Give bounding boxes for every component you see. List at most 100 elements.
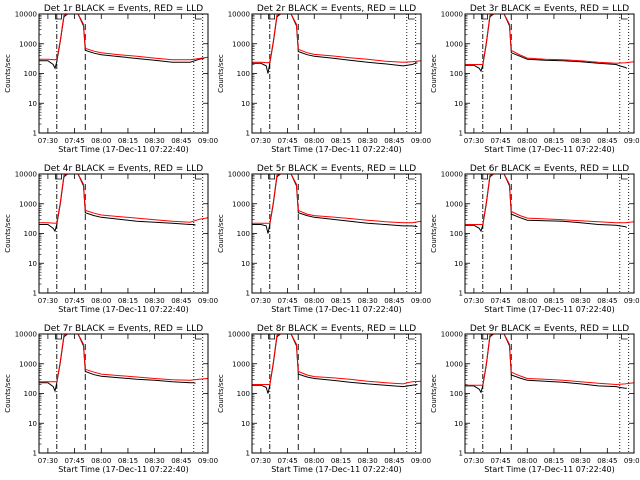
y-tick-label: 1000 bbox=[232, 40, 250, 48]
y-tick-label: 10 bbox=[28, 260, 37, 268]
x-axis-label: Start Time (17-Dec-11 07:22:40) bbox=[271, 145, 402, 154]
x-tick-label: 07:45 bbox=[64, 457, 84, 465]
y-tick-label: 1000 bbox=[19, 40, 37, 48]
x-axis-label: Start Time (17-Dec-11 07:22:40) bbox=[484, 145, 615, 154]
x-tick-label: 07:45 bbox=[490, 137, 510, 145]
state-marker bbox=[481, 14, 488, 20]
panel-title: Det 3r BLACK = Events, RED = LLD bbox=[470, 4, 629, 14]
state-marker bbox=[621, 174, 628, 180]
y-axis-label: Counts/sec bbox=[217, 54, 225, 93]
state-marker bbox=[195, 174, 202, 180]
y-tick-label: 100 bbox=[237, 390, 250, 398]
x-axis-label: Start Time (17-Dec-11 07:22:40) bbox=[58, 305, 189, 314]
x-tick-label: 07:45 bbox=[490, 457, 510, 465]
x-tick-label: 08:15 bbox=[544, 457, 564, 465]
y-axis-label: Counts/sec bbox=[430, 214, 438, 253]
x-tick-label: 08:00 bbox=[304, 457, 324, 465]
state-marker bbox=[408, 14, 415, 20]
panel-title: Det 9r BLACK = Events, RED = LLD bbox=[470, 324, 629, 334]
lld-series-line bbox=[465, 14, 634, 65]
lld-series-line bbox=[252, 14, 421, 64]
y-tick-label: 1 bbox=[33, 450, 37, 458]
panel-8: Det 8r BLACK = Events, RED = LLD Counts/s… bbox=[217, 324, 431, 474]
x-tick-label: 09:00 bbox=[624, 457, 640, 465]
x-tick-label: 08:45 bbox=[171, 297, 191, 305]
y-tick-label: 1 bbox=[459, 130, 463, 138]
x-tick-label: 08:45 bbox=[171, 137, 191, 145]
x-tick-label: 07:45 bbox=[277, 297, 297, 305]
y-tick-label: 10000 bbox=[15, 11, 37, 19]
x-tick-label: 08:45 bbox=[597, 137, 617, 145]
y-tick-label: 1 bbox=[246, 450, 250, 458]
plot-frame bbox=[464, 333, 635, 454]
panel-title: Det 6r BLACK = Events, RED = LLD bbox=[470, 164, 629, 174]
y-tick-label: 100 bbox=[24, 230, 37, 238]
y-tick-label: 100 bbox=[450, 70, 463, 78]
x-tick-label: 07:45 bbox=[64, 137, 84, 145]
y-tick-label: 100 bbox=[24, 390, 37, 398]
state-marker bbox=[195, 14, 202, 20]
panel-5: Det 5r BLACK = Events, RED = LLD Counts/s… bbox=[217, 164, 431, 314]
events-series-line bbox=[465, 174, 628, 233]
y-axis-label: Counts/sec bbox=[217, 214, 225, 253]
y-tick-label: 10000 bbox=[228, 171, 250, 179]
x-tick-label: 07:30 bbox=[38, 297, 58, 305]
state-marker bbox=[55, 14, 62, 20]
y-tick-label: 10 bbox=[241, 260, 250, 268]
y-axis-label: Counts/sec bbox=[4, 54, 12, 93]
y-tick-label: 10 bbox=[241, 420, 250, 428]
plot-frame bbox=[251, 333, 422, 454]
x-tick-label: 07:45 bbox=[277, 457, 297, 465]
panel-title: Det 4r BLACK = Events, RED = LLD bbox=[44, 164, 203, 174]
panel-4: Det 4r BLACK = Events, RED = LLD Counts/s… bbox=[4, 164, 218, 314]
y-axis-label: Counts/sec bbox=[4, 374, 12, 413]
y-tick-label: 1 bbox=[33, 290, 37, 298]
x-tick-label: 08:00 bbox=[91, 137, 111, 145]
panel-3: Det 3r BLACK = Events, RED = LLD Counts/s… bbox=[430, 4, 640, 154]
x-tick-label: 08:15 bbox=[544, 137, 564, 145]
panel-title: Det 2r BLACK = Events, RED = LLD bbox=[257, 4, 416, 14]
x-tick-label: 09:00 bbox=[411, 137, 431, 145]
y-tick-label: 100 bbox=[450, 390, 463, 398]
lld-series-line bbox=[39, 174, 208, 224]
x-tick-label: 07:30 bbox=[464, 457, 484, 465]
x-tick-label: 09:00 bbox=[411, 297, 431, 305]
panel-9: Det 9r BLACK = Events, RED = LLD Counts/s… bbox=[430, 324, 640, 474]
y-tick-label: 10 bbox=[28, 100, 37, 108]
x-tick-label: 08:45 bbox=[171, 457, 191, 465]
y-tick-label: 1 bbox=[33, 130, 37, 138]
y-tick-label: 10000 bbox=[441, 171, 463, 179]
x-tick-label: 07:30 bbox=[251, 297, 271, 305]
panel-6: Det 6r BLACK = Events, RED = LLD Counts/s… bbox=[430, 164, 640, 314]
x-tick-label: 08:00 bbox=[304, 297, 324, 305]
y-tick-label: 10000 bbox=[441, 11, 463, 19]
panel-title: Det 7r BLACK = Events, RED = LLD bbox=[44, 324, 203, 334]
state-marker bbox=[55, 174, 62, 180]
lld-series-line bbox=[252, 174, 421, 224]
x-tick-label: 08:30 bbox=[358, 297, 378, 305]
x-tick-label: 08:30 bbox=[571, 297, 591, 305]
x-tick-label: 09:00 bbox=[624, 297, 640, 305]
state-marker bbox=[408, 334, 415, 340]
x-axis-label: Start Time (17-Dec-11 07:22:40) bbox=[58, 145, 189, 154]
y-tick-label: 1000 bbox=[232, 360, 250, 368]
y-tick-label: 10000 bbox=[15, 171, 37, 179]
x-tick-label: 08:00 bbox=[517, 297, 537, 305]
x-tick-label: 08:15 bbox=[118, 137, 138, 145]
x-tick-label: 09:00 bbox=[198, 457, 218, 465]
x-tick-label: 08:30 bbox=[145, 137, 165, 145]
x-tick-label: 08:45 bbox=[384, 297, 404, 305]
plot-frame bbox=[251, 173, 422, 294]
y-tick-label: 100 bbox=[237, 70, 250, 78]
x-tick-label: 08:15 bbox=[331, 457, 351, 465]
x-tick-label: 08:00 bbox=[517, 457, 537, 465]
x-tick-label: 08:15 bbox=[118, 297, 138, 305]
plot-frame bbox=[251, 13, 422, 134]
x-tick-label: 07:45 bbox=[64, 297, 84, 305]
state-marker bbox=[268, 14, 275, 20]
y-tick-label: 1 bbox=[459, 290, 463, 298]
plot-frame bbox=[464, 13, 635, 134]
x-axis-label: Start Time (17-Dec-11 07:22:40) bbox=[58, 465, 189, 474]
y-tick-label: 10000 bbox=[228, 331, 250, 339]
x-axis-label: Start Time (17-Dec-11 07:22:40) bbox=[271, 465, 402, 474]
